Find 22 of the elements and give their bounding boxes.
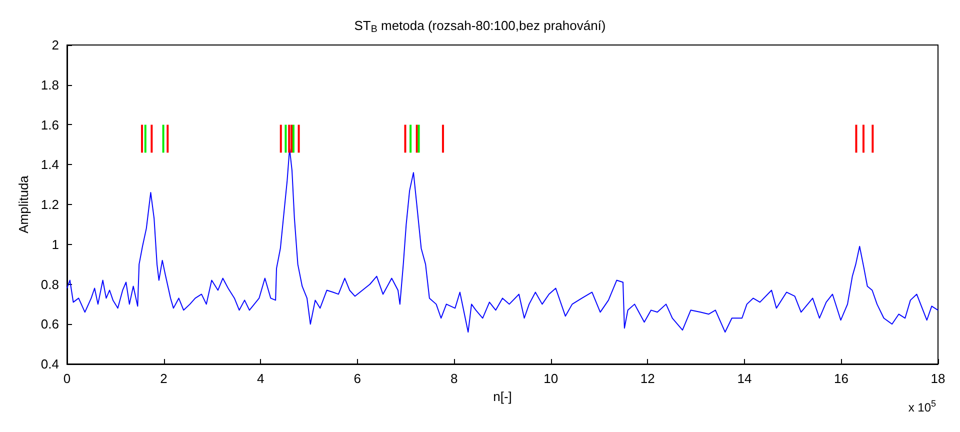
y-tick-label: 0.8 [40,276,59,292]
x-tick-label: 2 [160,371,168,386]
x-tick-label: 8 [450,371,458,386]
y-tick-label: 1.6 [40,117,59,132]
x-tick-label: 10 [544,371,558,386]
y-tick-label: 2 [52,38,59,52]
y-tick-label: 1.8 [40,77,59,92]
y-tick-label: 1.2 [40,197,59,212]
y-tick-label: 1 [52,236,59,252]
x-axis-title: n[-] [493,388,512,404]
y-tick-label: 0.6 [40,316,59,332]
line-series [66,148,938,333]
y-tick-label: 0.4 [40,356,59,372]
y-tick-label: 1.4 [40,157,59,172]
y-axis-title: Amplituda [16,174,32,234]
x-tick-label: 16 [834,371,848,386]
x-tick-label: 12 [640,371,655,386]
x-tick-label: 6 [354,371,361,386]
x-tick-label: 18 [930,371,946,386]
x-tick-label: 4 [256,371,264,386]
x-tick-label: 0 [63,371,71,386]
x-tick-label: 14 [737,371,752,386]
